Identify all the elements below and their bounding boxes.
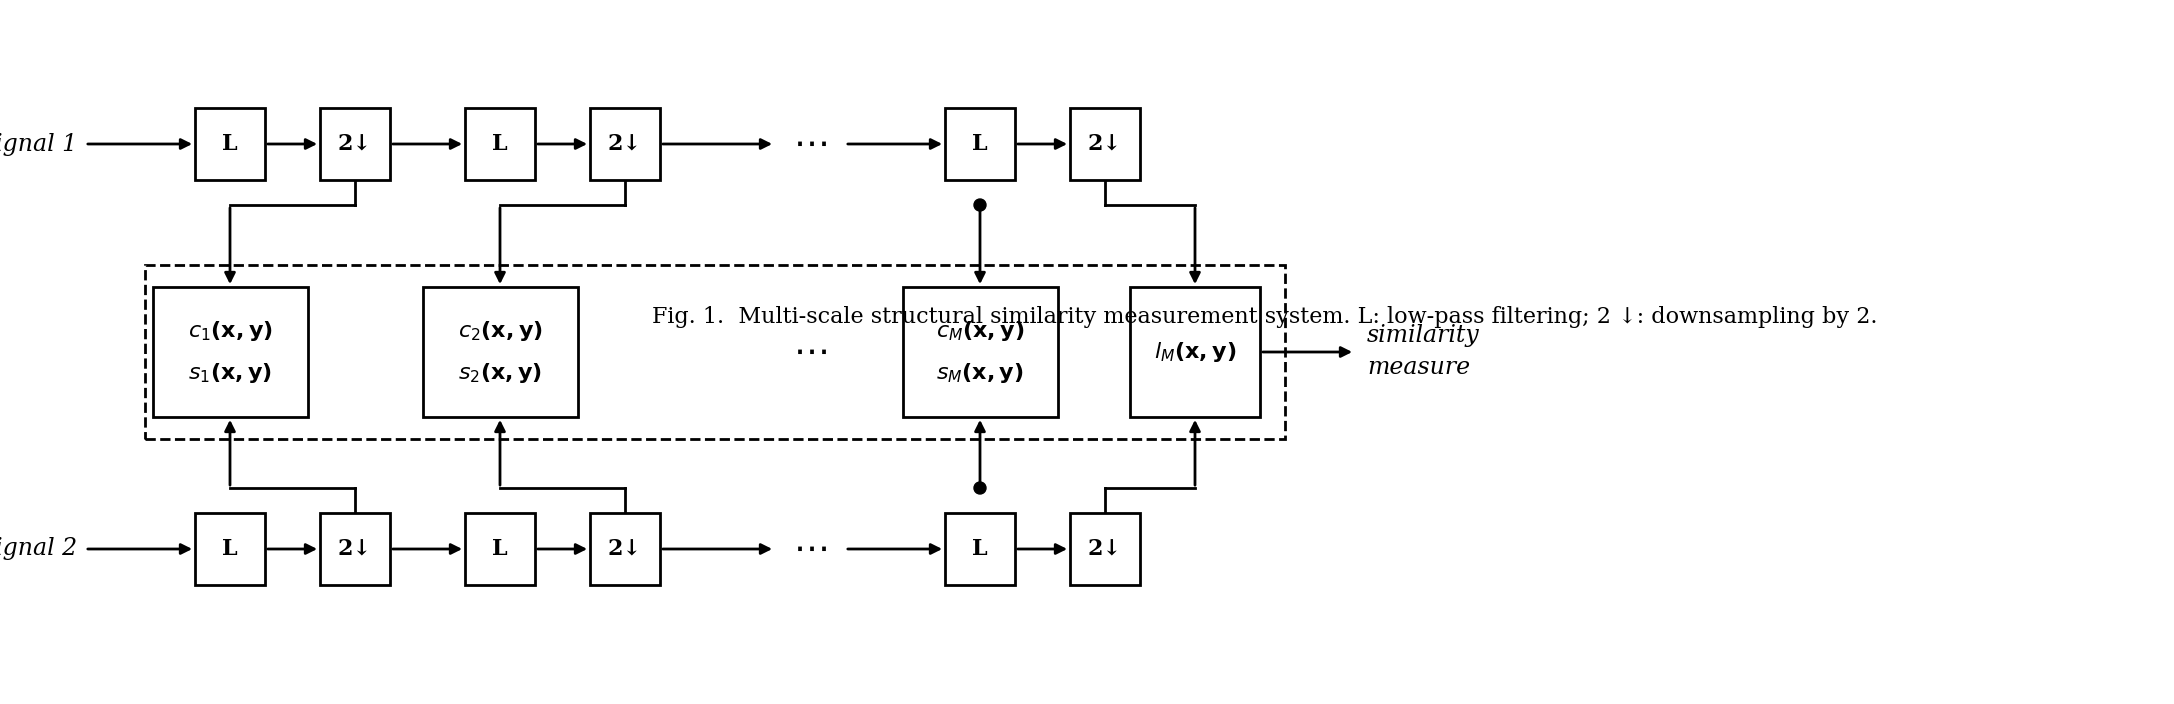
Text: 2↓: 2↓ (1087, 538, 1122, 560)
FancyBboxPatch shape (465, 108, 535, 180)
Text: $c_M\mathbf{(x, y)}$: $c_M\mathbf{(x, y)}$ (935, 319, 1024, 343)
FancyBboxPatch shape (320, 108, 389, 180)
Text: L: L (491, 538, 509, 560)
Text: signal 1: signal 1 (0, 132, 76, 156)
Text: similarity
measure: similarity measure (1367, 325, 1480, 379)
Text: 2↓: 2↓ (609, 133, 641, 155)
Text: $\cdots$: $\cdots$ (794, 127, 826, 161)
FancyBboxPatch shape (902, 287, 1057, 417)
Text: $\cdots$: $\cdots$ (794, 335, 826, 369)
FancyBboxPatch shape (946, 513, 1015, 585)
FancyBboxPatch shape (465, 513, 535, 585)
Text: L: L (222, 133, 237, 155)
FancyBboxPatch shape (946, 108, 1015, 180)
FancyBboxPatch shape (1070, 513, 1139, 585)
Circle shape (974, 199, 987, 211)
FancyBboxPatch shape (422, 287, 578, 417)
Text: 2↓: 2↓ (337, 133, 372, 155)
FancyBboxPatch shape (196, 513, 265, 585)
Circle shape (974, 482, 987, 494)
FancyBboxPatch shape (1130, 287, 1261, 417)
Text: $s_1\mathbf{(x, y)}$: $s_1\mathbf{(x, y)}$ (187, 361, 272, 385)
Text: $c_1\mathbf{(x, y)}$: $c_1\mathbf{(x, y)}$ (187, 319, 272, 343)
Text: $s_2\mathbf{(x, y)}$: $s_2\mathbf{(x, y)}$ (459, 361, 541, 385)
Text: L: L (222, 538, 237, 560)
Text: 2↓: 2↓ (609, 538, 641, 560)
FancyBboxPatch shape (320, 513, 389, 585)
Text: L: L (491, 133, 509, 155)
FancyBboxPatch shape (196, 108, 265, 180)
Text: 2↓: 2↓ (337, 538, 372, 560)
Text: L: L (972, 538, 987, 560)
FancyBboxPatch shape (1070, 108, 1139, 180)
Text: Fig. 1.  Multi-scale structural similarity measurement system. L: low-pass filte: Fig. 1. Multi-scale structural similarit… (652, 306, 1878, 328)
Text: $c_2\mathbf{(x, y)}$: $c_2\mathbf{(x, y)}$ (457, 319, 541, 343)
Text: $\cdots$: $\cdots$ (794, 532, 826, 566)
FancyBboxPatch shape (152, 287, 307, 417)
FancyBboxPatch shape (589, 108, 661, 180)
Text: $s_M\mathbf{(x, y)}$: $s_M\mathbf{(x, y)}$ (937, 361, 1024, 385)
FancyBboxPatch shape (589, 513, 661, 585)
Text: $l_M\mathbf{(x, y)}$: $l_M\mathbf{(x, y)}$ (1154, 340, 1237, 364)
Text: signal 2: signal 2 (0, 537, 76, 560)
Text: 2↓: 2↓ (1087, 133, 1122, 155)
Text: L: L (972, 133, 987, 155)
